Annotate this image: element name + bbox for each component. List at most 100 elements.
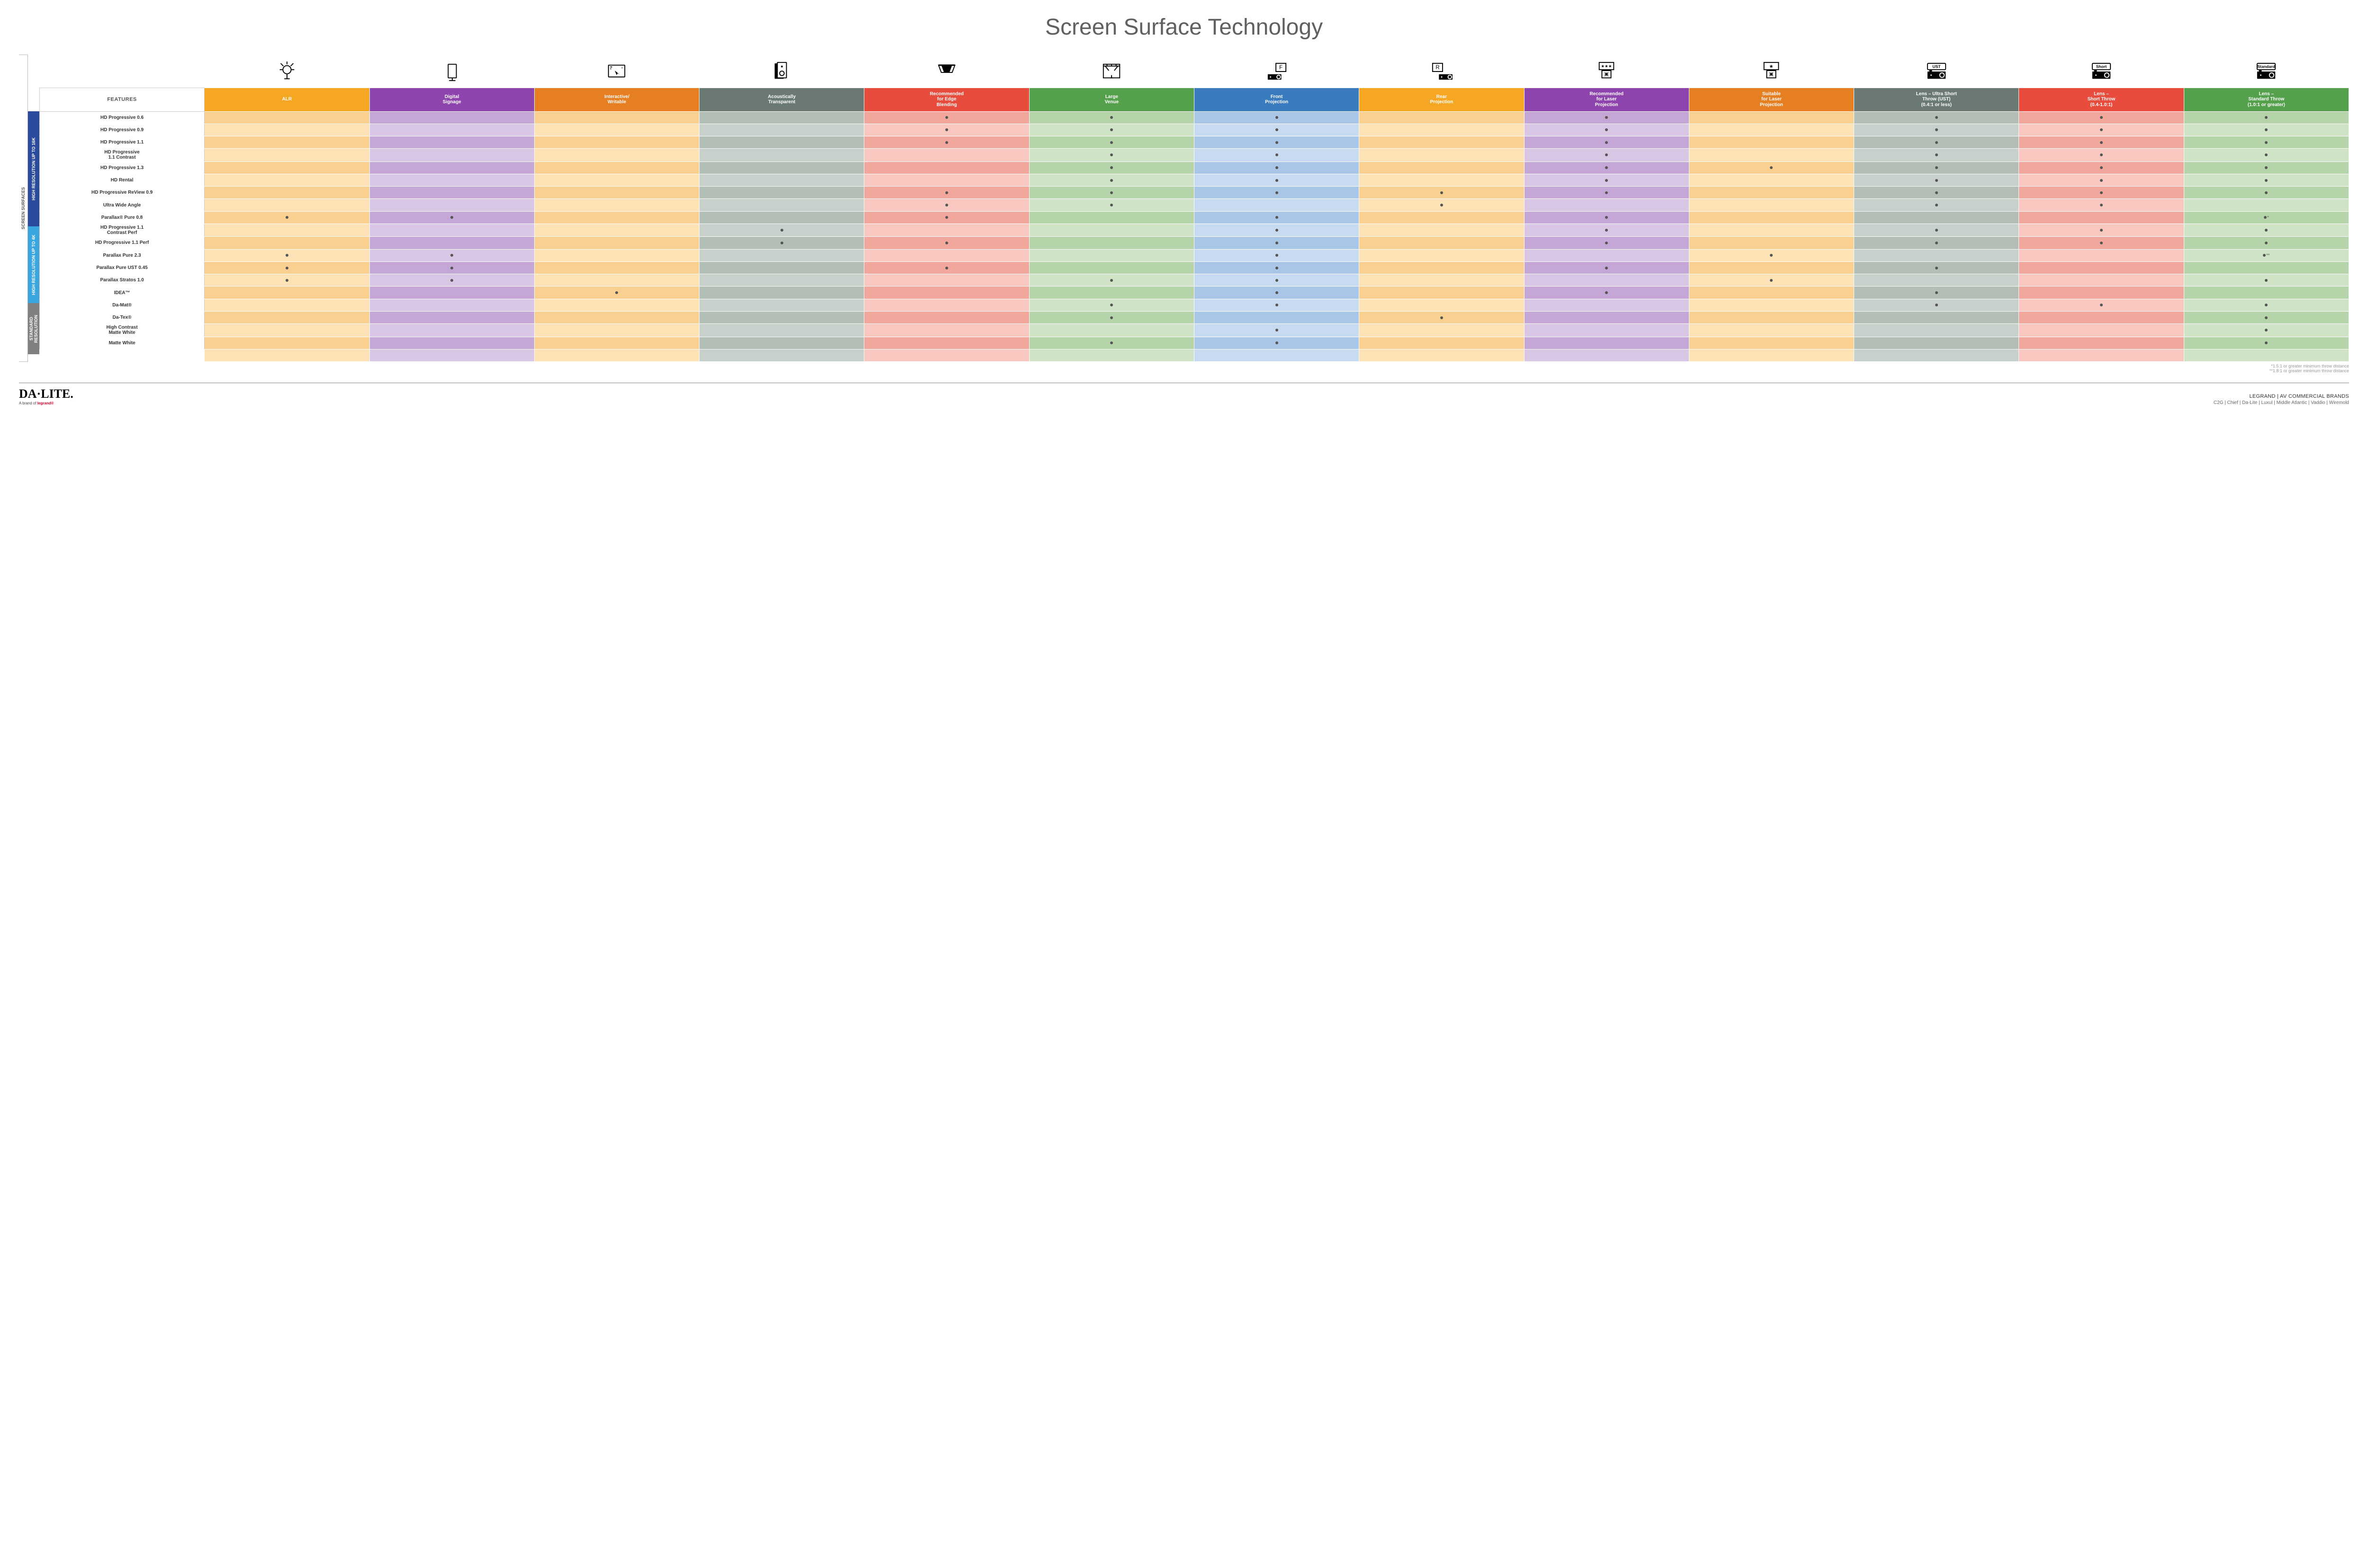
- icon-features: [40, 54, 205, 88]
- cell: [205, 124, 369, 136]
- cell: [534, 261, 699, 274]
- cell: [205, 211, 369, 224]
- cell: [1194, 287, 1359, 299]
- cell: [864, 111, 1029, 124]
- table-row: HD Progressive 0.9: [40, 124, 2349, 136]
- row-name: Da-Mat®: [40, 299, 205, 311]
- cell: [1854, 261, 2019, 274]
- cell: [534, 349, 699, 361]
- cell: [205, 161, 369, 174]
- cell: [369, 287, 534, 299]
- cell: [864, 187, 1029, 199]
- cell: [700, 299, 864, 311]
- cell: [2184, 174, 2349, 186]
- cell: [864, 237, 1029, 249]
- col-header-front: FrontProjection: [1194, 88, 1359, 111]
- cell: [1524, 337, 1689, 349]
- cell: [2184, 337, 2349, 349]
- side-label-screen-surfaces: SCREEN SURFACES: [19, 54, 28, 362]
- cell: [369, 299, 534, 311]
- cell: [1359, 224, 1524, 237]
- cell: [369, 111, 534, 124]
- cell: [205, 337, 369, 349]
- cell: [700, 287, 864, 299]
- cell: [864, 312, 1029, 324]
- cell: [534, 324, 699, 337]
- row-name: HD Progressive 1.1: [40, 136, 205, 149]
- cell: [1689, 274, 1854, 287]
- cell: [1194, 299, 1359, 311]
- table-row: Ultra Wide Angle: [40, 199, 2349, 211]
- spacer-row: [40, 349, 2349, 361]
- table-row: Parallax Pure UST 0.45: [40, 261, 2349, 274]
- cell: [369, 249, 534, 261]
- svg-text:UST: UST: [1932, 64, 1941, 69]
- cell: [1689, 187, 1854, 199]
- cell: [1194, 199, 1359, 211]
- row-name: HD Progressive 0.9: [40, 124, 205, 136]
- cell: [1524, 224, 1689, 237]
- cell: [700, 337, 864, 349]
- cell: [1689, 111, 1854, 124]
- cell: [1359, 211, 1524, 224]
- cell: [2019, 174, 2184, 186]
- cell: [864, 136, 1029, 149]
- table-row: HD Progressive ReView 0.9: [40, 187, 2349, 199]
- cell: [700, 187, 864, 199]
- cell: [700, 174, 864, 186]
- cell: [2184, 136, 2349, 149]
- cell: [2184, 237, 2349, 249]
- icon-lensstd: Standard: [2184, 54, 2349, 88]
- cell: [205, 287, 369, 299]
- cell: [369, 199, 534, 211]
- cell: [1524, 174, 1689, 186]
- cell: [700, 237, 864, 249]
- cell: [1194, 136, 1359, 149]
- cell: [864, 261, 1029, 274]
- footnotes: *1.5:1 or greater minimum throw distance…: [19, 364, 2349, 373]
- cell: [1029, 287, 1194, 299]
- cell: [1194, 324, 1359, 337]
- cell: [369, 136, 534, 149]
- cell: [2184, 349, 2349, 361]
- cell: [864, 211, 1029, 224]
- cell: [864, 199, 1029, 211]
- cell: [1689, 199, 1854, 211]
- cell: [1194, 349, 1359, 361]
- cell: [1029, 149, 1194, 161]
- cell: [1524, 136, 1689, 149]
- col-header-venue: LargeVenue: [1029, 88, 1194, 111]
- icon-edge: [864, 54, 1029, 88]
- cell: [534, 174, 699, 186]
- cell: [864, 349, 1029, 361]
- cell: [864, 287, 1029, 299]
- svg-text:Short: Short: [2096, 64, 2107, 69]
- col-header-interactive: Interactive/Writable: [534, 88, 699, 111]
- cell: [1854, 237, 2019, 249]
- svg-text:Standard: Standard: [2258, 64, 2275, 69]
- cell: [205, 224, 369, 237]
- icon-lensust: UST: [1854, 54, 2019, 88]
- row-name: HD Progressive1.1 Contrast: [40, 149, 205, 161]
- row-name: Parallax® Pure 0.8: [40, 211, 205, 224]
- cell: [534, 199, 699, 211]
- cell: [1029, 237, 1194, 249]
- cell: [369, 337, 534, 349]
- col-header-lensshort: Lens –Short Throw(0.4-1.0:1): [2019, 88, 2184, 111]
- cell: [1854, 187, 2019, 199]
- col-header-alr: ALR: [205, 88, 369, 111]
- cell: [534, 161, 699, 174]
- cell: [205, 274, 369, 287]
- cell: [1689, 287, 1854, 299]
- cell: [2019, 261, 2184, 274]
- cell: [1854, 224, 2019, 237]
- cell: [1359, 199, 1524, 211]
- cell: [1194, 174, 1359, 186]
- cell: [534, 211, 699, 224]
- cell: [1359, 287, 1524, 299]
- cell: [1689, 324, 1854, 337]
- category-label: HIGH RESOLUTION UP TO 4K: [28, 226, 39, 303]
- cell: [1359, 149, 1524, 161]
- row-name: Parallax Pure UST 0.45: [40, 261, 205, 274]
- cell: [1194, 187, 1359, 199]
